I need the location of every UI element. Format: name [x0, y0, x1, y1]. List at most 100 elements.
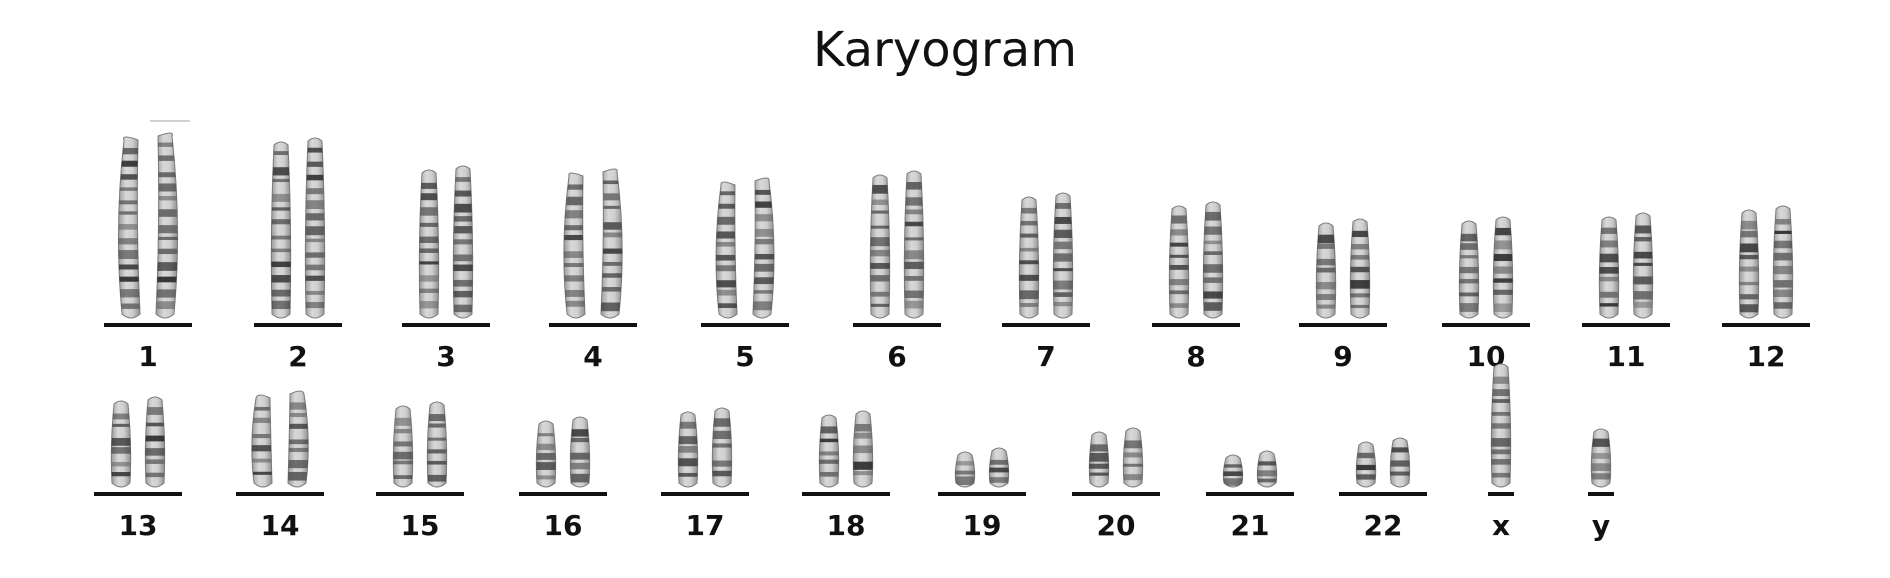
chromosome-underline [1442, 323, 1530, 327]
chromosome-label: 21 [1231, 509, 1270, 542]
chromatid [1389, 437, 1411, 488]
chromatid [392, 405, 414, 488]
chromatid [1122, 427, 1144, 488]
chromosome-label: 3 [436, 340, 455, 373]
chromatid [818, 414, 840, 488]
chromosome-1: 1 [104, 132, 192, 373]
chromosome-underline [802, 492, 890, 496]
chromosome-label: 12 [1747, 340, 1786, 373]
chromosome-9: 9 [1299, 218, 1387, 373]
chromosome-2: 2 [254, 137, 342, 373]
chromosome-label: y [1592, 509, 1610, 542]
chromatid [287, 390, 309, 488]
chromatid [711, 407, 733, 488]
chromosome-label: x [1492, 509, 1510, 542]
chromosome-5: 5 [701, 177, 789, 373]
chromatid [1202, 201, 1224, 319]
chromosome-underline [938, 492, 1026, 496]
chromosome-label: 7 [1036, 340, 1055, 373]
chromosome-underline [104, 323, 192, 327]
chromatid [869, 174, 891, 319]
chromatid [1256, 450, 1278, 488]
chromosome-label: 5 [735, 340, 754, 373]
chromosome-label: 14 [261, 509, 300, 542]
chromatid [144, 396, 166, 488]
chromatid [903, 170, 925, 319]
chromosome-14: 14 [236, 390, 324, 542]
chromatid [677, 411, 699, 488]
chromosome-label: 17 [686, 509, 725, 542]
chromosome-10: 10 [1442, 216, 1530, 373]
chromatid [1222, 454, 1244, 488]
chromatid [1590, 428, 1612, 488]
chromosome-6: 6 [853, 170, 941, 373]
chromosome-underline [236, 492, 324, 496]
chromosome-underline [254, 323, 342, 327]
chromatid [155, 132, 179, 319]
chromatid [1458, 220, 1480, 319]
chromosome-label: 8 [1186, 340, 1205, 373]
chromatid [535, 420, 557, 488]
chromosome-15: 15 [376, 401, 464, 542]
chromatid [1349, 218, 1371, 319]
chromatid [304, 137, 326, 319]
chromatid [117, 136, 141, 319]
chromosome-underline [94, 492, 182, 496]
chromosome-underline [549, 323, 637, 327]
chromosome-label: 19 [963, 509, 1002, 542]
chromosome-18: 18 [802, 410, 890, 542]
chromosome-label: 9 [1333, 340, 1352, 373]
chromosome-underline [402, 323, 490, 327]
chromosome-label: 16 [544, 509, 583, 542]
chromosome-22: 22 [1339, 437, 1427, 542]
chromatid [600, 168, 623, 319]
chromosome-y: y [1588, 428, 1614, 542]
chromatid [251, 394, 273, 488]
chromosome-label: 1 [138, 340, 157, 373]
karyogram-title: Karyogram [813, 22, 1077, 78]
chromosome-4: 4 [549, 168, 637, 373]
chromosome-underline [1339, 492, 1427, 496]
chromosome-underline [1722, 323, 1810, 327]
chromatid [1772, 205, 1794, 319]
chromosome-underline [519, 492, 607, 496]
chromosome-label: 18 [827, 509, 866, 542]
chromosome-13: 13 [94, 396, 182, 542]
chromosome-label: 6 [887, 340, 906, 373]
chromosome-7: 7 [1002, 192, 1090, 373]
chromatid [1632, 212, 1654, 319]
chromosome-underline [701, 323, 789, 327]
chromosome-underline [1152, 323, 1240, 327]
chromatid [752, 177, 775, 319]
chromosome-label: 13 [119, 509, 158, 542]
chromatid [1088, 431, 1110, 488]
chromosome-label: 11 [1607, 340, 1646, 373]
chromosome-underline [1488, 492, 1514, 496]
chromatid [110, 400, 132, 488]
chromosome-20: 20 [1072, 427, 1160, 542]
chromatid [1598, 216, 1620, 319]
chromatid [1492, 216, 1514, 319]
chromatid [988, 447, 1010, 488]
chromatid [1018, 196, 1040, 319]
chromosome-underline [1002, 323, 1090, 327]
chromatid [1490, 363, 1512, 488]
chromosome-12: 12 [1722, 205, 1810, 373]
chromatid [452, 165, 474, 319]
chromosome-3: 3 [402, 165, 490, 373]
chromatid [1355, 441, 1377, 488]
chromosome-11: 11 [1582, 212, 1670, 373]
chromosome-label: 2 [288, 340, 307, 373]
chromosome-underline [1582, 323, 1670, 327]
chromosome-underline [1299, 323, 1387, 327]
chromatid [954, 451, 976, 488]
scale-mark [150, 120, 190, 122]
chromatid [715, 181, 738, 319]
chromatid [1315, 222, 1337, 319]
chromosome-21: 21 [1206, 450, 1294, 542]
chromatid [418, 169, 440, 319]
chromatid [569, 416, 591, 488]
chromatid [563, 172, 586, 319]
chromosome-underline [853, 323, 941, 327]
